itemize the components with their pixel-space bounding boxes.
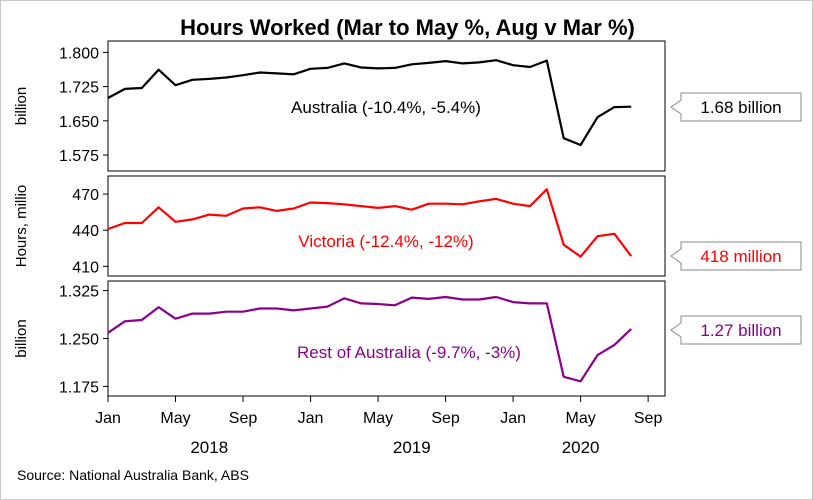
x-tick-label: Sep: [229, 410, 258, 427]
y-tick-label: 1.575: [59, 148, 99, 165]
end-value-callout: [670, 92, 802, 122]
end-value-label: 1.68 billion: [700, 98, 781, 117]
x-tick-label: May: [160, 410, 190, 427]
x-tick-label: Jan: [95, 410, 121, 427]
series-line: [107, 295, 632, 383]
series-line: [107, 59, 632, 147]
x-year-label: 2019: [393, 438, 431, 457]
panel-frame: [107, 40, 666, 172]
series-line: [107, 188, 633, 258]
end-value-label: 1.27 billion: [700, 321, 781, 340]
y-axis-label: billion: [13, 319, 30, 357]
y-tick-label: 1.175: [59, 379, 99, 396]
y-tick-label: 1.725: [59, 80, 99, 97]
x-tick-label: May: [363, 410, 393, 427]
end-value-callout: [670, 241, 802, 271]
y-tick-label: 440: [72, 223, 99, 240]
x-tick-label: Sep: [634, 410, 663, 427]
series-label: Rest of Australia (-9.7%, -3%): [297, 343, 521, 362]
source-note: Source: National Australia Bank, ABS: [17, 467, 249, 483]
series-label: Victoria (-12.4%, -12%): [298, 232, 473, 251]
y-tick-label: 470: [72, 187, 99, 204]
panel-frame: [107, 175, 666, 277]
y-axis-label: Hours, millio: [13, 185, 30, 268]
series-label: Australia (-10.4%, -5.4%): [291, 98, 481, 117]
end-value-callout: [670, 315, 802, 345]
x-tick-label: Jan: [298, 410, 324, 427]
y-tick-label: 410: [72, 259, 99, 276]
x-tick-label: Sep: [431, 410, 460, 427]
x-tick-label: Jan: [500, 410, 526, 427]
x-year-label: 2020: [562, 438, 600, 457]
y-tick-label: 1.325: [59, 284, 99, 301]
y-axis-label: billion: [13, 87, 30, 125]
x-tick-label: May: [565, 410, 595, 427]
chart-title: Hours Worked (Mar to May %, Aug v Mar %): [180, 15, 635, 40]
x-year-label: 2018: [190, 438, 228, 457]
y-tick-label: 1.250: [59, 332, 99, 349]
end-value-label: 418 million: [700, 247, 781, 266]
y-tick-label: 1.800: [59, 45, 99, 62]
y-tick-label: 1.650: [59, 114, 99, 131]
